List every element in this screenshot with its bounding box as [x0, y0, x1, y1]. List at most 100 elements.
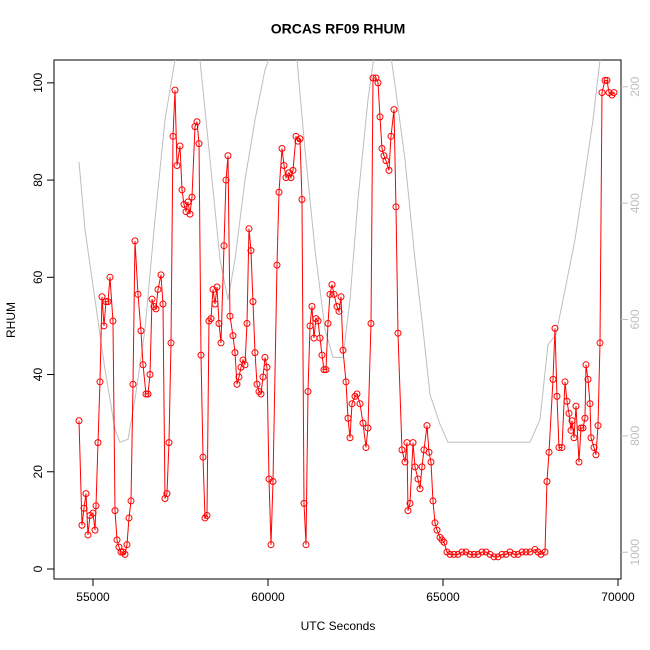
data-point [596, 339, 604, 347]
data-point [563, 397, 571, 405]
data-point [326, 290, 334, 298]
data-point [213, 283, 221, 291]
data-point [224, 152, 232, 160]
data-point [570, 434, 578, 442]
data-point [263, 363, 271, 371]
data-point [275, 188, 283, 196]
data-point [414, 475, 422, 483]
y2-tick-label: 800 [628, 426, 642, 446]
data-point [378, 144, 386, 152]
data-point [243, 319, 251, 327]
data-point [127, 497, 135, 505]
data-point [581, 414, 589, 422]
data-point [590, 443, 598, 451]
data-point [106, 273, 114, 281]
data-point [178, 186, 186, 194]
data-point [113, 536, 121, 544]
series-line [78, 60, 601, 443]
data-point [425, 448, 433, 456]
data-point [207, 315, 215, 323]
data-point [78, 521, 86, 529]
data-point [427, 458, 435, 466]
data-point [337, 293, 345, 301]
data-point [561, 378, 569, 386]
data-point [184, 198, 192, 206]
data-point [582, 361, 590, 369]
data-point [316, 334, 324, 342]
data-point [157, 271, 165, 279]
data-point [314, 317, 322, 325]
data-point [197, 351, 205, 359]
data-point [401, 458, 409, 466]
data-point [96, 378, 104, 386]
data-point [598, 89, 606, 97]
data-point [587, 434, 595, 442]
data-point [199, 453, 207, 461]
data-point [376, 113, 384, 121]
data-point [169, 132, 177, 140]
data-point [418, 463, 426, 471]
data-point [603, 76, 611, 84]
data-point [220, 242, 228, 250]
data-point [466, 550, 474, 558]
data-point [302, 541, 310, 549]
data-point [553, 392, 561, 400]
data-point [549, 375, 557, 383]
data-point [498, 550, 506, 558]
chart-title: ORCAS RF09 RHUM [271, 21, 406, 37]
data-point [446, 550, 454, 558]
data-point [173, 161, 181, 169]
data-point [226, 312, 234, 320]
data-point [98, 293, 106, 301]
data-point [541, 548, 549, 556]
data-point [390, 106, 398, 114]
data-point [211, 300, 219, 308]
y-tick-label: 20 [31, 465, 45, 479]
data-point [543, 477, 551, 485]
data-point [478, 548, 486, 556]
data-point [300, 499, 308, 507]
y2-tick-label: 1000 [628, 539, 642, 566]
y-axis-label: RHUM [4, 302, 18, 338]
data-point [142, 390, 150, 398]
data-point [75, 417, 83, 425]
data-point [545, 448, 553, 456]
data-point [259, 373, 267, 381]
data-point [348, 400, 356, 408]
data-point [409, 439, 417, 447]
data-point [247, 247, 255, 255]
data-point [186, 210, 194, 218]
data-point [558, 443, 566, 451]
data-point [555, 443, 563, 451]
data-point [171, 86, 179, 94]
data-point [84, 531, 92, 539]
data-point [567, 426, 575, 434]
data-point [568, 417, 576, 425]
data-point [94, 439, 102, 447]
data-point [146, 371, 154, 379]
data-point [176, 142, 184, 150]
data-point [298, 196, 306, 204]
data-point [222, 176, 230, 184]
data-point [592, 451, 600, 459]
data-point [282, 174, 290, 182]
data-point [249, 298, 257, 306]
data-point [450, 550, 458, 558]
y-tick-label: 100 [31, 73, 45, 93]
data-point [406, 499, 414, 507]
data-point [344, 414, 352, 422]
data-point [586, 400, 594, 408]
data-point [411, 463, 419, 471]
x-tick-label: 55000 [76, 590, 110, 604]
data-point [109, 317, 117, 325]
data-point [215, 319, 223, 327]
data-point [320, 366, 328, 374]
data-point [584, 375, 592, 383]
y2-tick-label: 400 [628, 193, 642, 213]
data-point [324, 319, 332, 327]
data-point [394, 329, 402, 337]
data-point [193, 118, 201, 126]
data-point [89, 509, 97, 517]
data-point [152, 305, 160, 313]
